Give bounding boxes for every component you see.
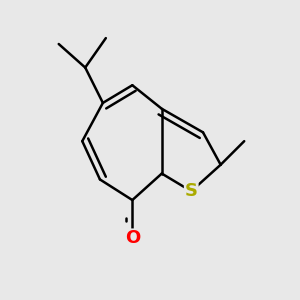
Text: S: S	[185, 182, 198, 200]
Text: O: O	[125, 229, 140, 247]
